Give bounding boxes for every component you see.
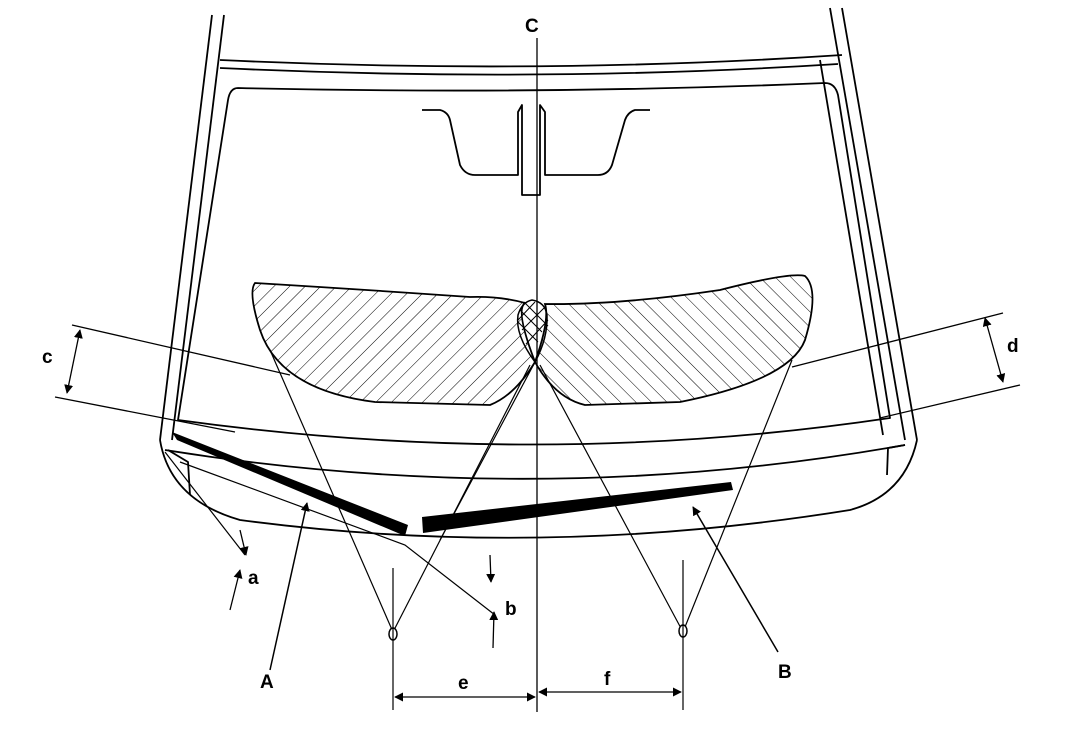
label-c-dim: c <box>42 347 53 368</box>
label-a-blade: A <box>260 672 274 693</box>
dim-c-ext-2 <box>54 396 236 433</box>
right-a-pillar-trim <box>819 59 884 436</box>
left-arc-line <box>164 451 246 556</box>
pivot-left-line-1 <box>269 349 394 633</box>
leader-b <box>692 506 779 653</box>
left-a-pillar-inner <box>171 14 225 441</box>
overlap-area <box>516 299 548 364</box>
dim-d-ext-1 <box>791 312 1004 368</box>
right-pivot-sweep-to-hatch <box>439 361 536 541</box>
dim-d-ext-2 <box>879 384 1021 419</box>
right-corner-trim <box>886 444 906 476</box>
label-b-dim: b <box>505 599 517 620</box>
blade-a-extension <box>179 461 496 616</box>
dim-a-arrow-top <box>239 529 249 556</box>
rear-view-mirror-mount <box>422 104 650 196</box>
leader-a <box>269 502 310 671</box>
right-a-pillar-outer <box>829 7 906 441</box>
dim-d <box>982 317 1006 383</box>
label-c-centre: C <box>525 16 539 37</box>
label-e-dim: e <box>458 673 469 694</box>
label-b-blade: B <box>778 662 792 683</box>
dim-b-arrow-bottom <box>489 611 499 649</box>
wiper-blade-b <box>422 482 733 533</box>
windscreen-glass-outline <box>177 82 891 446</box>
dim-b-arrow-top <box>486 554 496 583</box>
right-wipe-area <box>534 274 814 406</box>
body-lower-edge <box>159 439 918 539</box>
right-a-pillar-inner <box>841 7 918 441</box>
dim-c <box>64 329 83 394</box>
roof-edge-inner <box>219 63 839 76</box>
left-wipe-area <box>251 282 536 406</box>
pivot-right-line-1 <box>682 359 793 633</box>
pivot-right-line-2 <box>539 364 684 633</box>
dim-a-arrow-bottom <box>229 569 243 611</box>
wiper-blade-a <box>172 432 408 536</box>
label-d-dim: d <box>1007 336 1019 357</box>
overlap-crosshatch <box>517 301 549 345</box>
left-a-pillar-outer <box>159 14 213 441</box>
dim-c-ext-1 <box>71 324 291 376</box>
label-f-dim: f <box>604 669 611 690</box>
label-a-dim: a <box>248 568 259 589</box>
roof-edge-outer <box>219 54 843 68</box>
